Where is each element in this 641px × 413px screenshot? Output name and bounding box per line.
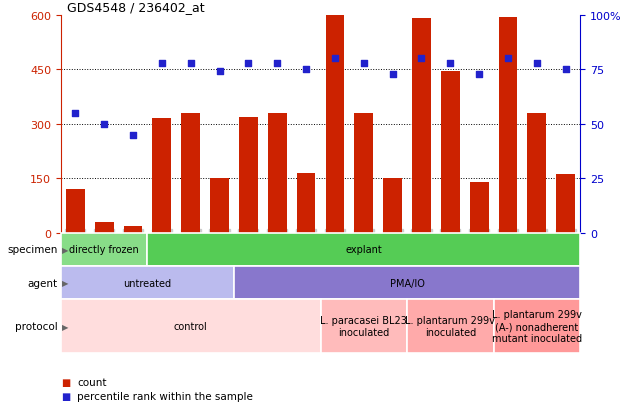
Bar bbox=[239, 117, 258, 233]
Point bbox=[301, 67, 312, 74]
Point bbox=[387, 71, 397, 78]
Text: explant: explant bbox=[345, 245, 382, 255]
Text: protocol: protocol bbox=[15, 321, 58, 331]
Point bbox=[214, 69, 225, 76]
Text: specimen: specimen bbox=[7, 245, 58, 255]
Bar bbox=[61, 299, 320, 353]
Point bbox=[445, 60, 455, 67]
Point bbox=[99, 121, 109, 128]
Bar bbox=[124, 227, 142, 233]
Bar bbox=[528, 114, 546, 233]
Point bbox=[474, 71, 485, 78]
Point bbox=[330, 56, 340, 62]
Bar bbox=[499, 17, 517, 233]
Text: L. plantarum 299v
inoculated: L. plantarum 299v inoculated bbox=[405, 316, 495, 337]
Bar bbox=[354, 114, 373, 233]
Point bbox=[71, 110, 81, 117]
Bar bbox=[412, 19, 431, 233]
Text: ▶: ▶ bbox=[62, 322, 68, 331]
Point bbox=[272, 60, 283, 67]
Text: ■: ■ bbox=[61, 392, 70, 401]
Bar bbox=[470, 183, 488, 233]
Bar bbox=[234, 266, 580, 299]
Text: ▶: ▶ bbox=[62, 245, 68, 254]
Point bbox=[244, 60, 254, 67]
Point bbox=[503, 56, 513, 62]
Text: agent: agent bbox=[28, 278, 58, 288]
Text: GDS4548 / 236402_at: GDS4548 / 236402_at bbox=[67, 1, 205, 14]
Bar bbox=[326, 17, 344, 233]
Bar bbox=[66, 190, 85, 233]
Bar bbox=[147, 233, 580, 266]
Bar bbox=[181, 114, 200, 233]
Point bbox=[128, 132, 138, 139]
Bar bbox=[153, 119, 171, 233]
Bar bbox=[210, 179, 229, 233]
Point bbox=[560, 67, 571, 74]
Bar bbox=[268, 114, 287, 233]
Bar bbox=[61, 233, 147, 266]
Bar bbox=[556, 175, 575, 233]
Bar bbox=[320, 299, 407, 353]
Point bbox=[157, 60, 167, 67]
Text: control: control bbox=[174, 321, 208, 331]
Bar bbox=[297, 173, 315, 233]
Text: L. plantarum 299v
(A-) nonadherent
mutant inoculated: L. plantarum 299v (A-) nonadherent mutan… bbox=[492, 310, 582, 343]
Point bbox=[532, 60, 542, 67]
Text: ▶: ▶ bbox=[62, 278, 68, 287]
Text: ■: ■ bbox=[61, 377, 70, 387]
Text: untreated: untreated bbox=[123, 278, 172, 288]
Bar bbox=[61, 266, 234, 299]
Bar bbox=[407, 299, 494, 353]
Text: PMA/IO: PMA/IO bbox=[390, 278, 424, 288]
Bar bbox=[95, 223, 113, 233]
Point bbox=[359, 60, 369, 67]
Text: percentile rank within the sample: percentile rank within the sample bbox=[77, 392, 253, 401]
Bar bbox=[494, 299, 580, 353]
Point bbox=[417, 56, 427, 62]
Text: L. paracasei BL23
inoculated: L. paracasei BL23 inoculated bbox=[320, 316, 407, 337]
Text: directly frozen: directly frozen bbox=[69, 245, 139, 255]
Bar bbox=[441, 72, 460, 233]
Point bbox=[186, 60, 196, 67]
Text: count: count bbox=[77, 377, 106, 387]
Bar bbox=[383, 179, 402, 233]
